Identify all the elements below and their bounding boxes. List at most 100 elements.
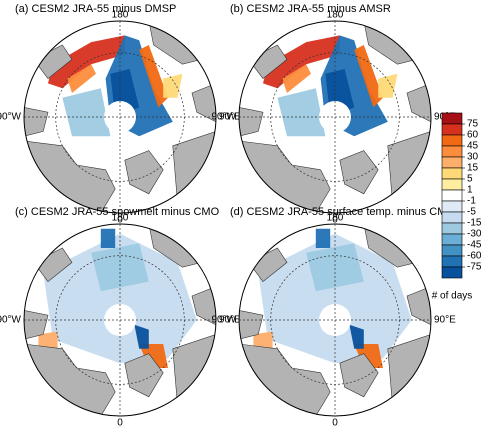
colorbar-box (441, 255, 463, 268)
land (172, 130, 216, 213)
colorbar-box (441, 134, 463, 147)
map-border (23, 20, 217, 214)
colorbar-tick-label: 45 (467, 141, 479, 152)
colorbar-tick-label: -30 (467, 229, 482, 240)
lon-label: 0 (332, 418, 338, 429)
anomaly-patch (378, 73, 398, 98)
colorbar-box (441, 200, 463, 213)
anomaly-patch (306, 243, 364, 292)
colorbar-tick-label: 75 (467, 119, 479, 130)
lon-label: 0 (332, 215, 338, 226)
land (33, 44, 73, 80)
lon-label: 90°E (434, 315, 456, 326)
colorbar-box (441, 233, 463, 246)
colorbar-label: # of days (432, 291, 473, 302)
lon-label: 90°W (211, 315, 236, 326)
land (172, 333, 216, 416)
colorbar-box (441, 156, 463, 169)
anomaly-patch (139, 45, 168, 108)
colorbar-tick-label: 15 (467, 163, 479, 174)
anomaly-patch (349, 324, 364, 349)
lon-label: 0 (117, 418, 123, 429)
colorbar-tick-label: 30 (467, 152, 479, 163)
colorbar-box (441, 211, 463, 224)
land (33, 247, 73, 283)
lon-label: 180 (112, 213, 129, 224)
land (339, 150, 379, 195)
land (239, 107, 264, 137)
anomaly-patch (282, 64, 311, 93)
anomaly-patch (263, 35, 340, 89)
map-panel: (a) CESM2 JRA-55 minus DMSP180090°W90°E (0, 3, 241, 226)
anomaly-patch (258, 233, 412, 364)
anomaly-patch (139, 344, 168, 368)
panel-title: (d) CESM2 JRA-55 surface temp. minus CMO (230, 206, 455, 218)
colorbar-tick-label: 1 (467, 185, 473, 196)
colorbar-box (441, 145, 463, 158)
anomaly-patch (38, 331, 58, 349)
colorbar-tick-label: -15 (467, 218, 482, 229)
land (387, 130, 431, 213)
colorbar-tick-label: 60 (467, 130, 479, 141)
anomaly-patch (100, 228, 116, 248)
colorbar-box (441, 266, 463, 279)
map-border (238, 223, 432, 417)
lon-label: 90°W (0, 112, 22, 123)
land (248, 247, 288, 283)
colorbar-box (441, 123, 463, 136)
anomaly-patch (277, 88, 326, 137)
colorbar-tick-label: -1 (467, 196, 476, 207)
lon-label: 90°W (0, 315, 22, 326)
lon-label: 180 (112, 10, 129, 21)
anomaly-patch (315, 228, 331, 248)
land (24, 310, 49, 340)
anomaly-patch (354, 45, 383, 108)
anomaly-patch (62, 88, 111, 137)
land (248, 44, 288, 80)
land (239, 310, 264, 340)
lon-label: 90°W (211, 112, 236, 123)
map-border (23, 223, 217, 417)
lon-label: 0 (117, 215, 123, 226)
anomaly-patch (43, 233, 197, 364)
colorbar-tick-label: -5 (467, 207, 476, 218)
land (406, 82, 431, 123)
land (339, 353, 379, 398)
panel-title: (a) CESM2 JRA-55 minus DMSP (15, 3, 176, 15)
anomaly-patch (253, 331, 273, 349)
anomaly-patch (134, 324, 149, 349)
anomaly-patch (163, 73, 183, 98)
colorbar-tick-label: 5 (467, 174, 473, 185)
map-panel: (d) CESM2 JRA-55 surface temp. minus CMO… (211, 206, 456, 429)
lon-label: 90°E (219, 112, 241, 123)
land (387, 333, 431, 416)
colorbar-box (441, 222, 463, 235)
anomaly-patch (48, 35, 125, 89)
lon-label: 180 (327, 213, 344, 224)
anomaly-patch (67, 64, 96, 93)
map-border (238, 20, 432, 214)
land (406, 285, 431, 326)
panel-title: (b) CESM2 JRA-55 minus AMSR (230, 3, 391, 15)
lon-label: 90°E (219, 315, 241, 326)
colorbar-box (441, 112, 463, 125)
land (191, 82, 216, 123)
land (24, 107, 49, 137)
colorbar-tick-label: -75 (467, 262, 482, 273)
land (191, 285, 216, 326)
colorbar-tick-label: -45 (467, 240, 482, 251)
colorbar-tick-label: -60 (467, 251, 482, 262)
colorbar-box (441, 167, 463, 180)
colorbar-box (441, 189, 463, 202)
lon-label: 180 (327, 10, 344, 21)
panel-title: (c) CESM2 JRA-55 snowmelt minus CMO (15, 206, 220, 218)
colorbar-box (441, 244, 463, 257)
land (124, 353, 164, 398)
colorbar-box (441, 178, 463, 191)
land (124, 150, 164, 195)
map-panel: (c) CESM2 JRA-55 snowmelt minus CMO18009… (0, 206, 241, 429)
anomaly-patch (91, 243, 149, 292)
